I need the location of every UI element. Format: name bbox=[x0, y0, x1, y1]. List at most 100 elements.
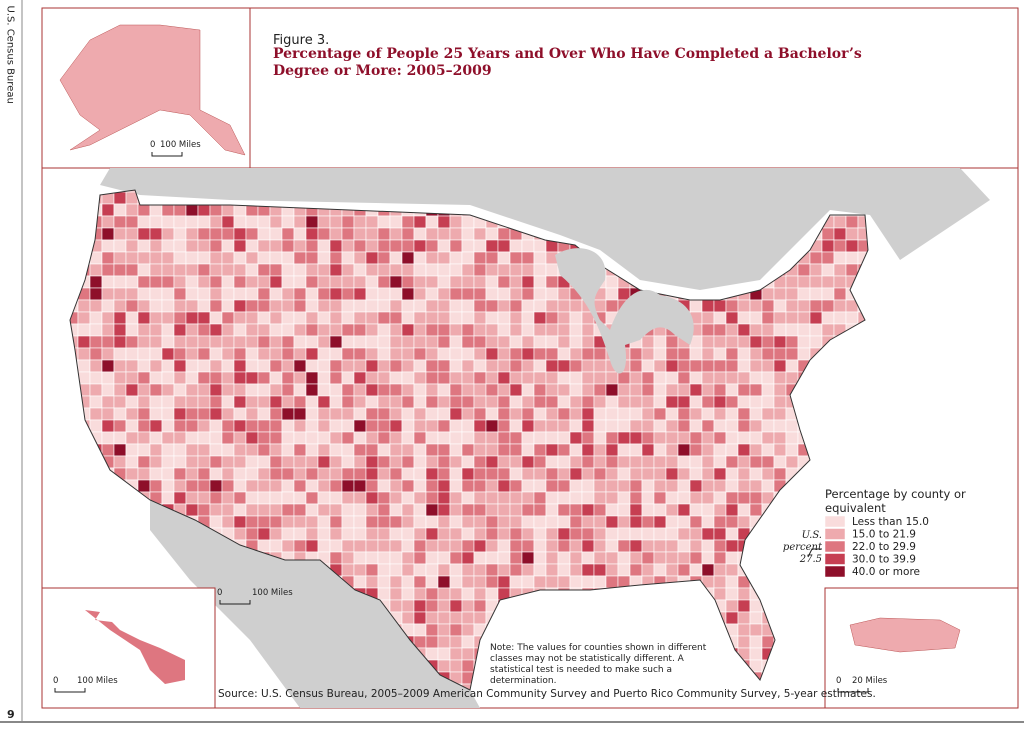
county bbox=[713, 479, 727, 493]
county bbox=[317, 311, 331, 325]
county bbox=[473, 311, 487, 325]
county bbox=[185, 431, 199, 445]
county bbox=[701, 515, 715, 529]
county bbox=[485, 539, 499, 553]
county bbox=[221, 407, 235, 421]
county bbox=[149, 395, 163, 409]
county bbox=[377, 407, 391, 421]
legend-title: Percentage by county or equivalent bbox=[825, 487, 966, 515]
county bbox=[329, 215, 343, 229]
county bbox=[197, 299, 211, 313]
county bbox=[785, 311, 799, 325]
county bbox=[497, 227, 511, 241]
county bbox=[425, 215, 439, 229]
county bbox=[353, 287, 367, 301]
county bbox=[113, 359, 127, 373]
county bbox=[689, 479, 703, 493]
county bbox=[305, 215, 319, 229]
county bbox=[137, 335, 151, 349]
county bbox=[425, 539, 439, 553]
county bbox=[281, 371, 295, 385]
county bbox=[809, 311, 823, 325]
county bbox=[257, 359, 271, 373]
county bbox=[425, 527, 439, 541]
county bbox=[365, 443, 379, 457]
county bbox=[413, 299, 427, 313]
county bbox=[569, 431, 583, 445]
county bbox=[257, 371, 271, 385]
county bbox=[233, 263, 247, 277]
county bbox=[413, 491, 427, 505]
county bbox=[533, 347, 547, 361]
county bbox=[437, 539, 451, 553]
county bbox=[101, 227, 115, 241]
county bbox=[809, 323, 823, 337]
county bbox=[137, 347, 151, 361]
county bbox=[533, 323, 547, 337]
county bbox=[629, 359, 643, 373]
county bbox=[533, 527, 547, 541]
county bbox=[269, 239, 283, 253]
county bbox=[713, 419, 727, 433]
county bbox=[77, 359, 91, 373]
county bbox=[197, 203, 211, 217]
county bbox=[245, 503, 259, 517]
county bbox=[281, 491, 295, 505]
county bbox=[545, 371, 559, 385]
county bbox=[161, 491, 175, 505]
county bbox=[209, 371, 223, 385]
county bbox=[533, 311, 547, 325]
county bbox=[557, 527, 571, 541]
county bbox=[233, 227, 247, 241]
county bbox=[341, 251, 355, 265]
county bbox=[485, 239, 499, 253]
county bbox=[413, 503, 427, 517]
county bbox=[269, 383, 283, 397]
county bbox=[725, 467, 739, 481]
county bbox=[749, 467, 763, 481]
county bbox=[281, 263, 295, 277]
county bbox=[389, 443, 403, 457]
county bbox=[425, 371, 439, 385]
county bbox=[317, 371, 331, 385]
county bbox=[737, 407, 751, 421]
county bbox=[401, 503, 415, 517]
county bbox=[353, 263, 367, 277]
county bbox=[233, 479, 247, 493]
county bbox=[725, 587, 739, 601]
county bbox=[353, 455, 367, 469]
county bbox=[281, 359, 295, 373]
county bbox=[173, 479, 187, 493]
county bbox=[461, 335, 475, 349]
county bbox=[437, 455, 451, 469]
county bbox=[353, 539, 367, 553]
county bbox=[617, 383, 631, 397]
county bbox=[761, 443, 775, 457]
county bbox=[713, 359, 727, 373]
county bbox=[101, 311, 115, 325]
county bbox=[437, 251, 451, 265]
county bbox=[725, 515, 739, 529]
county bbox=[245, 407, 259, 421]
county bbox=[485, 323, 499, 337]
county bbox=[701, 371, 715, 385]
county bbox=[281, 335, 295, 349]
county bbox=[89, 299, 103, 313]
county bbox=[665, 479, 679, 493]
county bbox=[161, 467, 175, 481]
county bbox=[197, 479, 211, 493]
county bbox=[365, 479, 379, 493]
county bbox=[713, 431, 727, 445]
county bbox=[413, 575, 427, 589]
county bbox=[773, 323, 787, 337]
county bbox=[485, 371, 499, 385]
county bbox=[377, 551, 391, 565]
county bbox=[137, 251, 151, 265]
county bbox=[749, 443, 763, 457]
county bbox=[341, 227, 355, 241]
county bbox=[569, 395, 583, 409]
county bbox=[137, 227, 151, 241]
county bbox=[737, 611, 751, 625]
county bbox=[317, 347, 331, 361]
county bbox=[209, 491, 223, 505]
